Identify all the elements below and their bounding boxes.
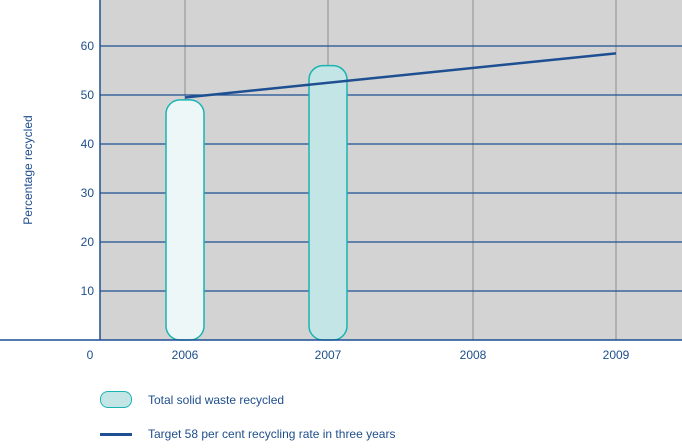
target-line [184, 52, 617, 99]
x-tick-label-2008: 2008 [460, 348, 487, 362]
bar-2006 [165, 99, 205, 341]
legend-label-bars: Total solid waste recycled [148, 392, 285, 407]
legend-label-line: Target 58 per cent recycling rate in thr… [148, 427, 396, 441]
legend-bars: Total solid waste recycled [100, 391, 284, 408]
x-tick-label-2007: 2007 [315, 348, 342, 362]
legend-swatch-line [100, 432, 132, 436]
y-tick-label-30: 30 [81, 186, 95, 200]
x-tick-label-origin: 0 [87, 348, 94, 362]
y-tick-label-10: 10 [81, 284, 95, 298]
y-tick-label-40: 40 [81, 137, 95, 151]
y-axis-label: Percentage recycled [21, 115, 35, 224]
y-tick-label-60: 60 [81, 39, 95, 53]
legend-line: Target 58 per cent recycling rate in thr… [100, 427, 395, 441]
legend-swatch-bars [100, 391, 132, 408]
y-tick-label-20: 20 [81, 235, 95, 249]
bar-2007 [308, 64, 348, 341]
x-tick-label-2006: 2006 [172, 348, 199, 362]
y-tick-label-50: 50 [81, 88, 95, 102]
x-tick-label-2009: 2009 [603, 348, 630, 362]
